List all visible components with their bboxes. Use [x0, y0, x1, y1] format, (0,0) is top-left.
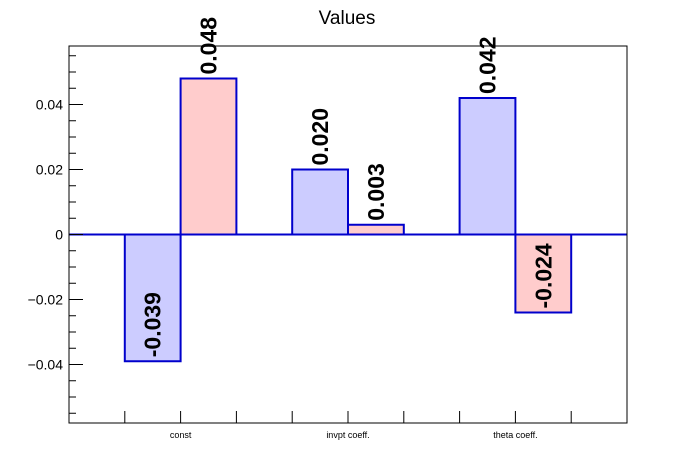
- bar: [347, 223, 405, 236]
- bars-layer: [123, 77, 573, 363]
- bar-value-label: 0.042: [475, 36, 501, 94]
- y-tick-label: 0: [55, 227, 63, 243]
- bar-value-label: 0.003: [363, 163, 389, 221]
- y-tick-label: 0.04: [36, 97, 63, 113]
- data-labels-layer: -0.039 0.048 0.020 0.003 0.042 -0.024: [140, 17, 557, 358]
- category-label: invpt coeff.: [326, 430, 369, 440]
- bar: [123, 233, 182, 363]
- category-label: theta coeff.: [493, 430, 537, 440]
- bar: [291, 168, 350, 236]
- category-label: const: [170, 430, 192, 440]
- y-tick-label: −0.02: [28, 292, 64, 308]
- bar-value-label: 0.020: [307, 108, 333, 166]
- bar-value-label: -0.024: [530, 243, 556, 308]
- bar-value-label: -0.039: [140, 292, 166, 357]
- y-tick-label: 0.02: [36, 162, 63, 178]
- plot-frame: [68, 45, 628, 424]
- y-tick-label: −0.04: [28, 357, 64, 373]
- bar: [514, 233, 573, 314]
- bar: [179, 77, 238, 236]
- bar: [458, 97, 517, 236]
- chart-title: Values: [319, 8, 376, 29]
- bar-value-label: 0.048: [196, 17, 222, 75]
